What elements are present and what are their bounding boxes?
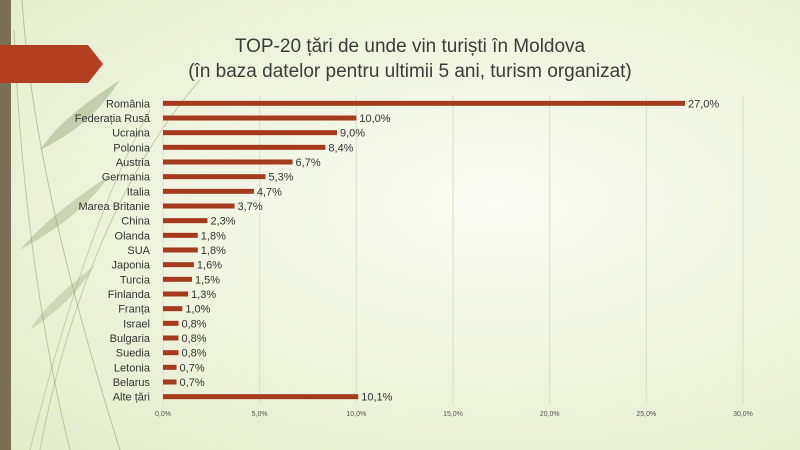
chart-title: TOP-20 țări de unde vin turiști în Moldo… [120, 34, 700, 84]
deco-leaf [40, 80, 120, 150]
category-label: Japonia [111, 260, 150, 272]
value-label: 5,3% [268, 172, 293, 184]
category-label: Olanda [115, 230, 151, 242]
category-label: Letonia [114, 362, 151, 374]
labels: 0,0% 5,0% 10,0% 15,0% 20,0% 25,0% 30,0% România… [75, 98, 753, 418]
value-label: 27,0% [688, 98, 719, 110]
bar [163, 144, 326, 150]
category-label: Germania [102, 172, 151, 184]
bars [163, 100, 685, 400]
bar [163, 218, 208, 224]
category-label: Austria [116, 157, 151, 169]
category-label: SUA [127, 245, 150, 257]
category-label: Bulgaria [110, 333, 151, 345]
category-label: Israel [123, 318, 150, 330]
value-label: 10,1% [361, 392, 392, 404]
deco-curve [29, 109, 151, 450]
value-label: 1,8% [201, 245, 226, 257]
left-decorative-strip [0, 0, 11, 450]
deco-leaf [20, 175, 110, 250]
deco-curve [39, 79, 201, 450]
bar [163, 262, 194, 268]
bar [163, 203, 235, 209]
chart-title-line-1: TOP-20 țări de unde vin turiști în Moldo… [234, 36, 586, 57]
value-label: 10,0% [359, 113, 390, 125]
x-tick-label: 30,0% [733, 411, 753, 418]
x-tick-label: 25,0% [636, 411, 656, 418]
value-label: 1,3% [191, 289, 216, 301]
value-label: 0,8% [181, 348, 206, 360]
category-label: Franța [118, 304, 151, 316]
x-tick-label: 20,0% [540, 411, 560, 418]
bar [163, 350, 179, 356]
bar [163, 394, 359, 400]
category-label: Belarus [113, 377, 151, 389]
x-tick-label: 15,0% [443, 411, 463, 418]
bar [163, 379, 177, 385]
category-label: China [121, 216, 151, 228]
bar [163, 188, 254, 194]
bar [163, 320, 179, 326]
chart-title-line-2: (în baza datelor pentru ultimii 5 ani, t… [188, 61, 632, 82]
value-label: 1,0% [185, 304, 210, 316]
value-label: 0,8% [181, 318, 206, 330]
x-tick-label: 10,0% [346, 411, 366, 418]
bar [163, 335, 179, 341]
value-label: 4,7% [257, 186, 282, 198]
value-label: 1,5% [195, 274, 220, 286]
value-label: 3,7% [238, 201, 263, 213]
bar [163, 174, 266, 180]
value-label: 0,8% [181, 333, 206, 345]
x-tick-label: 5,0% [252, 411, 268, 418]
category-label: Suedia [116, 348, 151, 360]
category-label: Federația Rusă [75, 113, 151, 125]
x-tick-label: 0,0% [155, 411, 171, 418]
value-label: 0,7% [180, 377, 205, 389]
category-label: Marea Britanie [78, 201, 150, 213]
bar [163, 276, 192, 282]
category-label: Polonia [113, 142, 151, 154]
category-label: Finlanda [108, 289, 151, 301]
deco-curve [13, 29, 71, 450]
bar [163, 232, 198, 238]
category-label: Ucraina [112, 128, 151, 140]
category-label: Turcia [120, 274, 151, 286]
value-label: 9,0% [340, 128, 365, 140]
bar [163, 364, 177, 370]
value-label: 6,7% [296, 157, 321, 169]
value-label: 2,3% [210, 216, 235, 228]
value-label: 0,7% [180, 362, 205, 374]
value-label: 1,8% [201, 230, 226, 242]
bar [163, 291, 189, 297]
category-label: Alte țări [113, 392, 150, 404]
grid-lines [162, 96, 744, 404]
title-arrow-banner [0, 45, 103, 83]
bar [163, 100, 685, 106]
bar [163, 159, 293, 165]
bar [163, 115, 357, 121]
bar [163, 247, 198, 253]
bar [163, 306, 183, 312]
value-label: 8,4% [328, 142, 353, 154]
bar [163, 130, 337, 136]
deco-leaf [30, 265, 95, 330]
category-label: România [106, 98, 151, 110]
category-label: Italia [127, 186, 151, 198]
value-label: 1,6% [197, 260, 222, 272]
